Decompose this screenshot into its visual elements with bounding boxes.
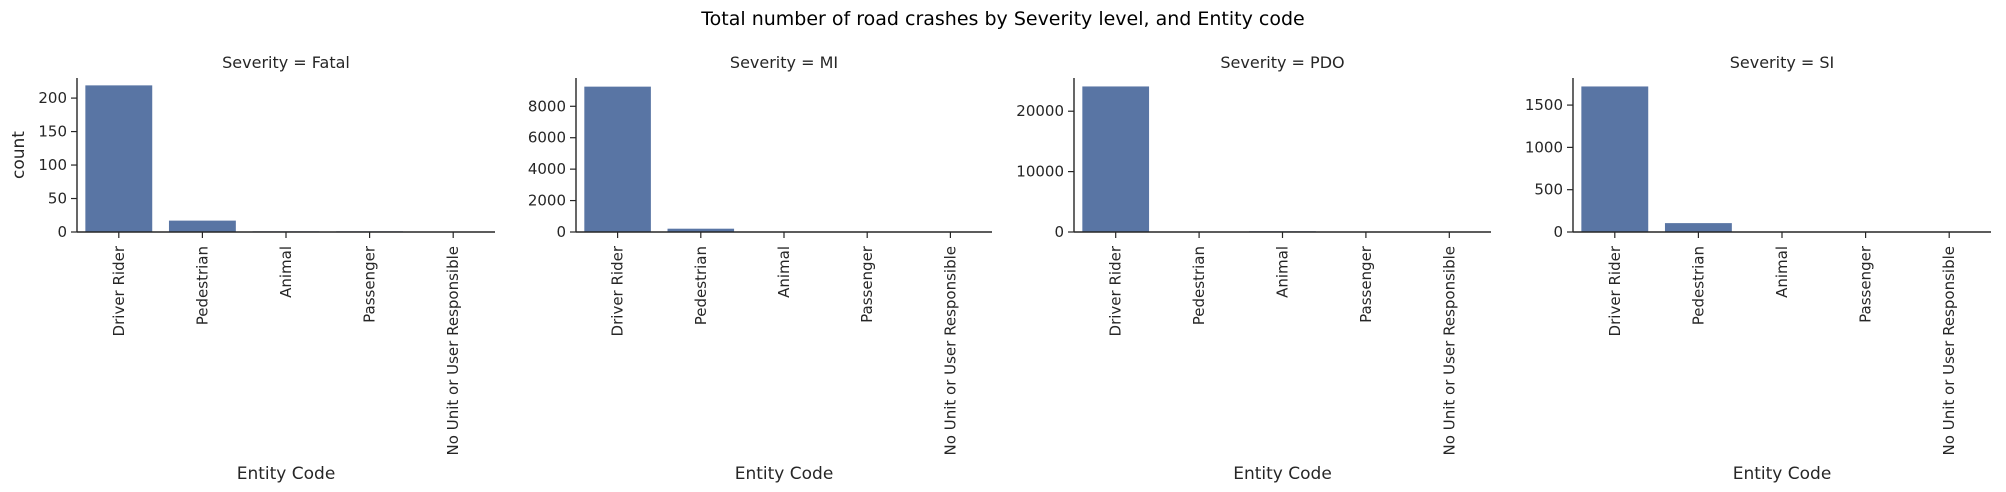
x-axis-label: Entity Code	[1733, 464, 1832, 484]
y-tick-label: 1000	[1525, 138, 1563, 156]
x-tick-label: Passenger	[1857, 245, 1875, 323]
x-axis-label: Entity Code	[735, 464, 834, 484]
panel-title: Severity = Fatal	[222, 53, 350, 72]
x-axis-label: Entity Code	[1233, 464, 1332, 484]
x-tick-label: Driver Rider	[1606, 245, 1624, 336]
bar-pedestrian	[667, 228, 735, 232]
y-tick-label: 10000	[1016, 163, 1064, 181]
figure-title: Total number of road crashes by Severity…	[700, 8, 1304, 30]
y-tick-label: 500	[1534, 181, 1563, 199]
y-tick-label: 100	[38, 156, 67, 174]
y-tick-label: 50	[48, 190, 67, 208]
y-tick-label: 8000	[528, 97, 566, 115]
y-tick-label: 0	[1553, 223, 1563, 241]
y-axis-label: count	[9, 131, 29, 179]
x-tick-label: No Unit or User Responsible	[444, 246, 462, 455]
y-tick-label: 2000	[528, 192, 566, 210]
x-tick-label: Passenger	[361, 245, 379, 323]
x-tick-label: Passenger	[858, 245, 876, 323]
bar-driver-rider	[85, 85, 153, 233]
y-tick-label: 150	[38, 123, 67, 141]
x-tick-label: Animal	[775, 246, 793, 298]
y-tick-label: 20000	[1016, 102, 1064, 120]
y-tick-label: 4000	[528, 160, 566, 178]
x-tick-label: Pedestrian	[1190, 246, 1208, 325]
x-tick-label: Animal	[277, 246, 295, 298]
x-tick-label: No Unit or User Responsible	[1940, 246, 1958, 455]
bar-driver-rider	[1082, 86, 1150, 232]
chart-panels: Severity = Fatal 0 50 100 150 200 Driver Rider…	[9, 53, 1991, 484]
bar-pedestrian	[1664, 223, 1732, 232]
x-tick-label: No Unit or User Responsible	[1440, 246, 1458, 455]
panel-title: Severity = SI	[1730, 53, 1835, 72]
panel-4: Severity = SI 0 500 1000 1500 Driver Rider Ped…	[1525, 53, 1991, 484]
bar-pedestrian	[168, 220, 236, 232]
bar-driver-rider	[1581, 86, 1649, 233]
y-tick-label: 6000	[528, 129, 566, 147]
x-tick-label: Animal	[1773, 246, 1791, 298]
x-axis-label: Entity Code	[237, 464, 336, 484]
x-tick-label: Pedestrian	[1689, 246, 1707, 325]
x-tick-label: Driver Rider	[110, 245, 128, 336]
x-tick-label: Animal	[1274, 246, 1292, 298]
x-tick-label: Passenger	[1357, 245, 1375, 323]
x-tick-label: Pedestrian	[692, 246, 710, 325]
panel-1: Severity = Fatal 0 50 100 150 200 Driver Rider…	[9, 53, 495, 484]
y-tick-label: 1500	[1525, 96, 1563, 114]
panel-2: Severity = MI 0 2000 4000 6000 8000 Driver Rid…	[528, 53, 992, 484]
x-tick-label: Driver Rider	[609, 245, 627, 336]
y-tick-label: 0	[57, 223, 67, 241]
y-tick-label: 0	[556, 223, 566, 241]
y-tick-label: 200	[38, 89, 67, 107]
x-tick-label: No Unit or User Responsible	[941, 246, 959, 455]
bar-driver-rider	[584, 86, 651, 232]
x-tick-label: Driver Rider	[1107, 245, 1125, 336]
x-tick-label: Pedestrian	[193, 246, 211, 325]
panel-title: Severity = MI	[730, 53, 838, 72]
y-tick-label: 0	[1054, 223, 1064, 241]
panel-3: Severity = PDO 0 10000 20000 Driver Rider Ped…	[1016, 53, 1491, 484]
panel-title: Severity = PDO	[1220, 53, 1344, 72]
